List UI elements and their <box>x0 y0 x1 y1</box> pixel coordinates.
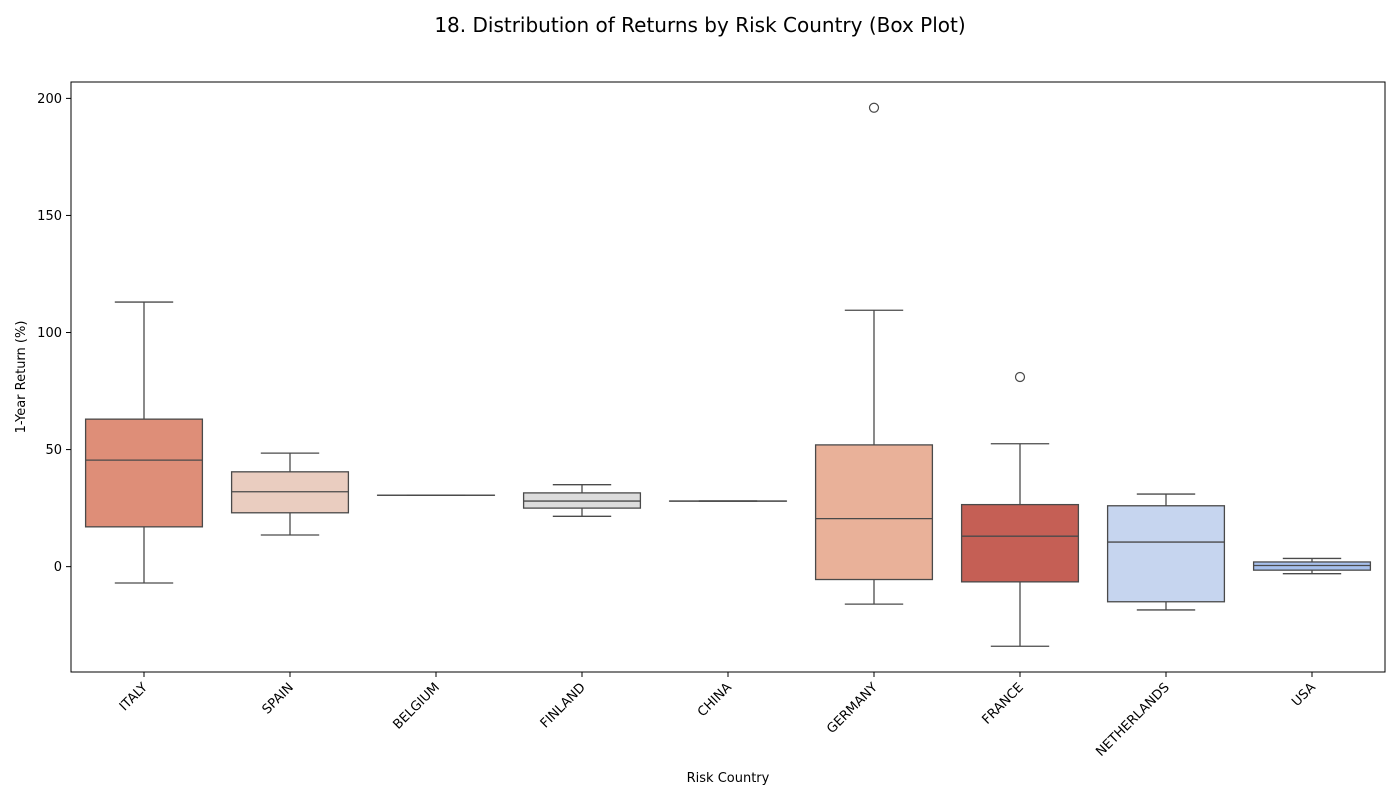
x-tick-label: FINLAND <box>538 680 589 731</box>
box-finland <box>522 484 642 517</box>
y-tick-label: 50 <box>45 443 62 458</box>
y-axis-label: 1-Year Return (%) <box>14 321 29 434</box>
x-tick-label: BELGIUM <box>390 680 442 732</box>
x-tick-label: GERMANY <box>824 680 881 737</box>
box-netherlands <box>1106 493 1226 611</box>
iqr-box <box>814 444 934 581</box>
y-tick-label: 100 <box>37 326 62 341</box>
x-tick-label: USA <box>1289 680 1319 710</box>
box-spain <box>230 452 350 536</box>
iqr-box <box>960 503 1080 583</box>
box-france <box>960 371 1080 647</box>
iqr-box <box>1106 505 1226 603</box>
y-tick-label: 200 <box>37 92 62 107</box>
y-tick-label: 0 <box>54 560 62 575</box>
y-tick-label: 150 <box>37 209 62 224</box>
box-usa <box>1252 557 1372 575</box>
x-axis: ITALY SPAIN BELGIUM FINLAND CHINA GERMANY FRAN… <box>117 672 1319 760</box>
plot-area <box>84 102 1372 647</box>
box-germany <box>814 102 934 605</box>
y-axis: 0 50 100 150 200 <box>37 92 71 575</box>
iqr-box <box>84 418 204 528</box>
x-tick-label: CHINA <box>695 680 735 720</box>
x-tick-label: FRANCE <box>980 680 1027 727</box>
box-italy <box>84 301 204 584</box>
x-tick-label: ITALY <box>117 680 151 714</box>
x-axis-label: Risk Country <box>687 771 770 786</box>
chart-title: 18. Distribution of Returns by Risk Coun… <box>434 13 965 37</box>
outlier-point <box>1014 371 1026 383</box>
x-tick-label: NETHERLANDS <box>1093 680 1172 759</box>
x-tick-label: SPAIN <box>260 680 297 717</box>
outlier-point <box>868 102 880 113</box>
